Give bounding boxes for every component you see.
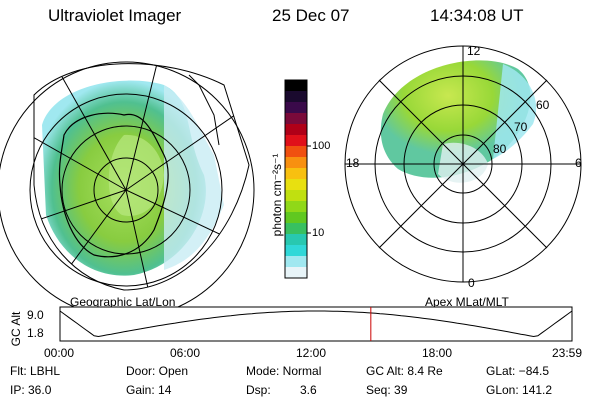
mlt-label-dusk: 18 [346,156,360,170]
colorbar-segment [285,267,307,279]
colorbar-segment [285,223,307,235]
colorbar-segment [285,201,307,213]
gc-alt-tick-low: 1.8 [27,326,44,340]
colorbar-segment [285,124,307,136]
seq-status: Seq: 39 [366,383,408,397]
dsp-status-value: 3.6 [300,383,317,397]
gc-alt-status: GC Alt: 8.4 Re [366,364,443,378]
colorbar-tick-100: 100 [312,140,331,152]
colorbar-segment [285,190,307,202]
colorbar-tick-10: 10 [312,227,325,239]
colorbar-segment [285,113,307,125]
time-tick-0000: 00:00 [44,346,75,360]
glon-status: GLon: 141.2 [486,383,553,397]
mlat-label-80: 80 [493,142,507,156]
magnetic-polar-image [344,45,582,283]
instrument-title: Ultraviolet Imager [48,6,182,25]
time-tick-0600: 06:00 [170,346,201,360]
gain-status: Gain: 14 [126,383,172,397]
time-tick-2359: 23:59 [552,346,583,360]
time-tick-1800: 18:00 [422,346,453,360]
colorbar-segment [285,102,307,114]
mlat-label-70: 70 [514,120,528,134]
colorbar-segment [285,91,307,103]
colorbar-segment [285,80,307,92]
gc-alt-tick-high: 9.0 [27,308,44,322]
door-status: Door: Open [126,364,189,378]
ip-status: IP: 36.0 [10,383,52,397]
observation-time: 14:34:08 UT [430,6,524,25]
gc-alt-axis-label: GC Alt [9,311,23,347]
colorbar-segment [285,135,307,147]
mode-status: Mode: Normal [246,364,322,378]
colorbar-segment [285,212,307,224]
mlt-label-midnight: 0 [468,276,475,290]
colorbar-segment [285,179,307,191]
colorbar-segment [285,157,307,169]
mlt-label-dawn: 6 [575,156,582,170]
time-tick-1200: 12:00 [296,346,327,360]
observation-date: 25 Dec 07 [272,6,350,25]
glat-status: GLat: −84.5 [486,364,550,378]
colorbar-segment [285,234,307,246]
colorbar [284,79,311,279]
dsp-status-label: Dsp: [246,383,271,397]
mlat-label-60: 60 [536,98,550,112]
colorbar-segment [285,245,307,257]
gc-alt-plot [59,306,573,342]
filter-status: Flt: LBHL [10,364,61,378]
colorbar-segment [285,256,307,268]
mlt-label-noon: 12 [467,44,481,58]
colorbar-unit-label: photon cm⁻²s⁻¹ [270,153,284,237]
colorbar-segment [285,168,307,180]
geographic-polar-image [0,61,255,319]
right-panel-caption: Apex MLat/MLT [425,295,509,309]
left-panel-caption: Geographic Lat/Lon [70,295,176,309]
colorbar-segment [285,146,307,158]
